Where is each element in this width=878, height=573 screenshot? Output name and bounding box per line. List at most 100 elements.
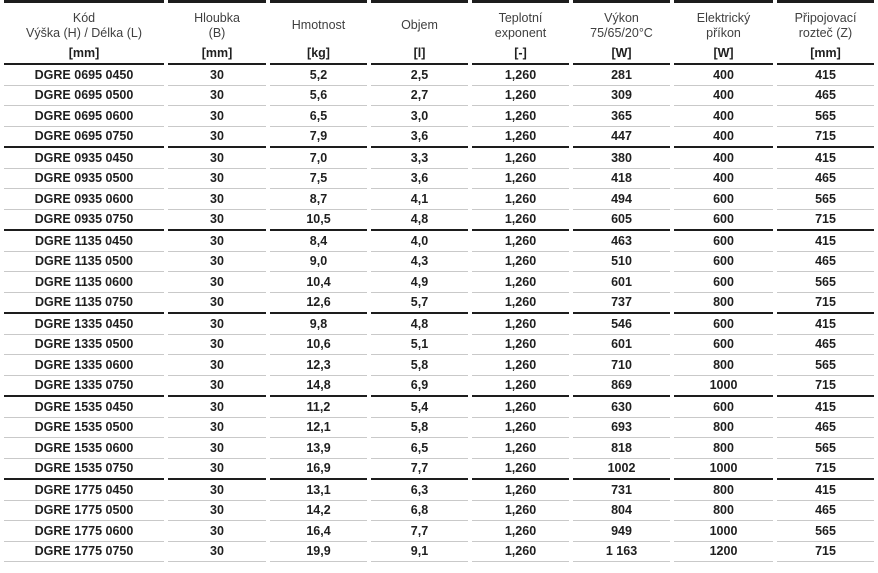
value-cell: 715 [777, 293, 874, 314]
table-row: DGRE 0935 0500 30 7,5 3,6 1,260 418 400 465 [4, 169, 874, 189]
value-cell: 7,7 [371, 521, 468, 542]
column-subtitle: Výška (H) / Délka (L) [26, 25, 142, 40]
value-cell: 415 [777, 148, 874, 169]
table-row: DGRE 1135 0600 30 10,4 4,9 1,260 601 600 565 [4, 272, 874, 293]
value-cell: 418 [573, 169, 670, 189]
value-cell: 415 [777, 314, 874, 335]
value-cell: 465 [777, 252, 874, 272]
value-cell: 1,260 [472, 438, 569, 459]
value-cell: 16,4 [270, 521, 367, 542]
value-cell: 5,7 [371, 293, 468, 314]
column-header-kod: Kód Výška (H) / Délka (L) [mm] [4, 0, 164, 65]
value-cell: 1,260 [472, 314, 569, 335]
product-code-cell: DGRE 0935 0600 [4, 189, 164, 210]
value-cell: 1,260 [472, 210, 569, 231]
value-cell: 30 [168, 252, 266, 272]
value-cell: 630 [573, 397, 670, 418]
value-cell: 30 [168, 169, 266, 189]
product-code-cell: DGRE 0935 0750 [4, 210, 164, 231]
table-row: DGRE 1535 0750 30 16,9 7,7 1,260 1002 1000 715 [4, 459, 874, 480]
value-cell: 565 [777, 189, 874, 210]
value-cell: 510 [573, 252, 670, 272]
value-cell: 1,260 [472, 293, 569, 314]
value-cell: 30 [168, 438, 266, 459]
value-cell: 601 [573, 272, 670, 293]
value-cell: 565 [777, 106, 874, 127]
value-cell: 600 [674, 335, 773, 355]
value-cell: 1,260 [472, 127, 569, 148]
table-row: DGRE 1535 0450 30 11,2 5,4 1,260 630 600 415 [4, 397, 874, 418]
table-row: DGRE 0935 0450 30 7,0 3,3 1,260 380 400 415 [4, 148, 874, 169]
value-cell: 7,0 [270, 148, 367, 169]
value-cell: 10,6 [270, 335, 367, 355]
table-row: DGRE 1775 0750 30 19,9 9,1 1,260 1 163 1200 715 [4, 542, 874, 562]
value-cell: 1,260 [472, 501, 569, 521]
value-cell: 3,6 [371, 169, 468, 189]
value-cell: 463 [573, 231, 670, 252]
value-cell: 800 [674, 501, 773, 521]
value-cell: 1,260 [472, 272, 569, 293]
value-cell: 5,8 [371, 355, 468, 376]
value-cell: 800 [674, 418, 773, 438]
column-title: Kód [72, 10, 96, 25]
product-code-cell: DGRE 1335 0750 [4, 376, 164, 397]
product-code-cell: DGRE 0935 0500 [4, 169, 164, 189]
product-code-cell: DGRE 1135 0450 [4, 231, 164, 252]
product-code-cell: DGRE 0695 0600 [4, 106, 164, 127]
product-code-cell: DGRE 1335 0500 [4, 335, 164, 355]
product-code-cell: DGRE 0695 0450 [4, 65, 164, 86]
value-cell: 1,260 [472, 459, 569, 480]
value-cell: 16,9 [270, 459, 367, 480]
product-code-cell: DGRE 1335 0600 [4, 355, 164, 376]
value-cell: 465 [777, 86, 874, 106]
value-cell: 1,260 [472, 252, 569, 272]
column-title: Teplotní [498, 10, 543, 25]
value-cell: 30 [168, 210, 266, 231]
column-title: Výkon [604, 10, 639, 25]
value-cell: 14,8 [270, 376, 367, 397]
value-cell: 415 [777, 65, 874, 86]
column-title: Hmotnost [291, 18, 346, 32]
value-cell: 380 [573, 148, 670, 169]
product-code-cell: DGRE 1135 0500 [4, 252, 164, 272]
value-cell: 605 [573, 210, 670, 231]
value-cell: 30 [168, 480, 266, 501]
value-cell: 1,260 [472, 376, 569, 397]
product-code-cell: DGRE 1135 0750 [4, 293, 164, 314]
value-cell: 1000 [674, 521, 773, 542]
value-cell: 30 [168, 148, 266, 169]
value-cell: 818 [573, 438, 670, 459]
value-cell: 400 [674, 169, 773, 189]
table-row: DGRE 1335 0750 30 14,8 6,9 1,260 869 1000 715 [4, 376, 874, 397]
value-cell: 1 163 [573, 542, 670, 562]
value-cell: 415 [777, 231, 874, 252]
column-unit: [W] [713, 46, 734, 60]
value-cell: 565 [777, 272, 874, 293]
value-cell: 400 [674, 65, 773, 86]
column-unit: [mm] [201, 46, 233, 60]
value-cell: 1,260 [472, 148, 569, 169]
value-cell: 715 [777, 542, 874, 562]
table-row: DGRE 1535 0600 30 13,9 6,5 1,260 818 800 565 [4, 438, 874, 459]
value-cell: 2,5 [371, 65, 468, 86]
value-cell: 9,0 [270, 252, 367, 272]
column-header-pripojovaci-roztec: Připojovací rozteč (Z) [mm] [777, 0, 874, 65]
value-cell: 693 [573, 418, 670, 438]
table-row: DGRE 1135 0450 30 8,4 4,0 1,260 463 600 415 [4, 231, 874, 252]
value-cell: 309 [573, 86, 670, 106]
value-cell: 5,2 [270, 65, 367, 86]
product-code-cell: DGRE 1135 0600 [4, 272, 164, 293]
table-row: DGRE 0695 0450 30 5,2 2,5 1,260 281 400 415 [4, 65, 874, 86]
value-cell: 600 [674, 189, 773, 210]
table-row: DGRE 1775 0600 30 16,4 7,7 1,260 949 1000 565 [4, 521, 874, 542]
column-title: Elektrický [696, 10, 751, 25]
table-row: DGRE 1775 0450 30 13,1 6,3 1,260 731 800 415 [4, 480, 874, 501]
value-cell: 11,2 [270, 397, 367, 418]
value-cell: 565 [777, 438, 874, 459]
value-cell: 1,260 [472, 86, 569, 106]
product-code-cell: DGRE 1535 0450 [4, 397, 164, 418]
value-cell: 30 [168, 459, 266, 480]
value-cell: 7,5 [270, 169, 367, 189]
table-row: DGRE 1135 0500 30 9,0 4,3 1,260 510 600 465 [4, 252, 874, 272]
